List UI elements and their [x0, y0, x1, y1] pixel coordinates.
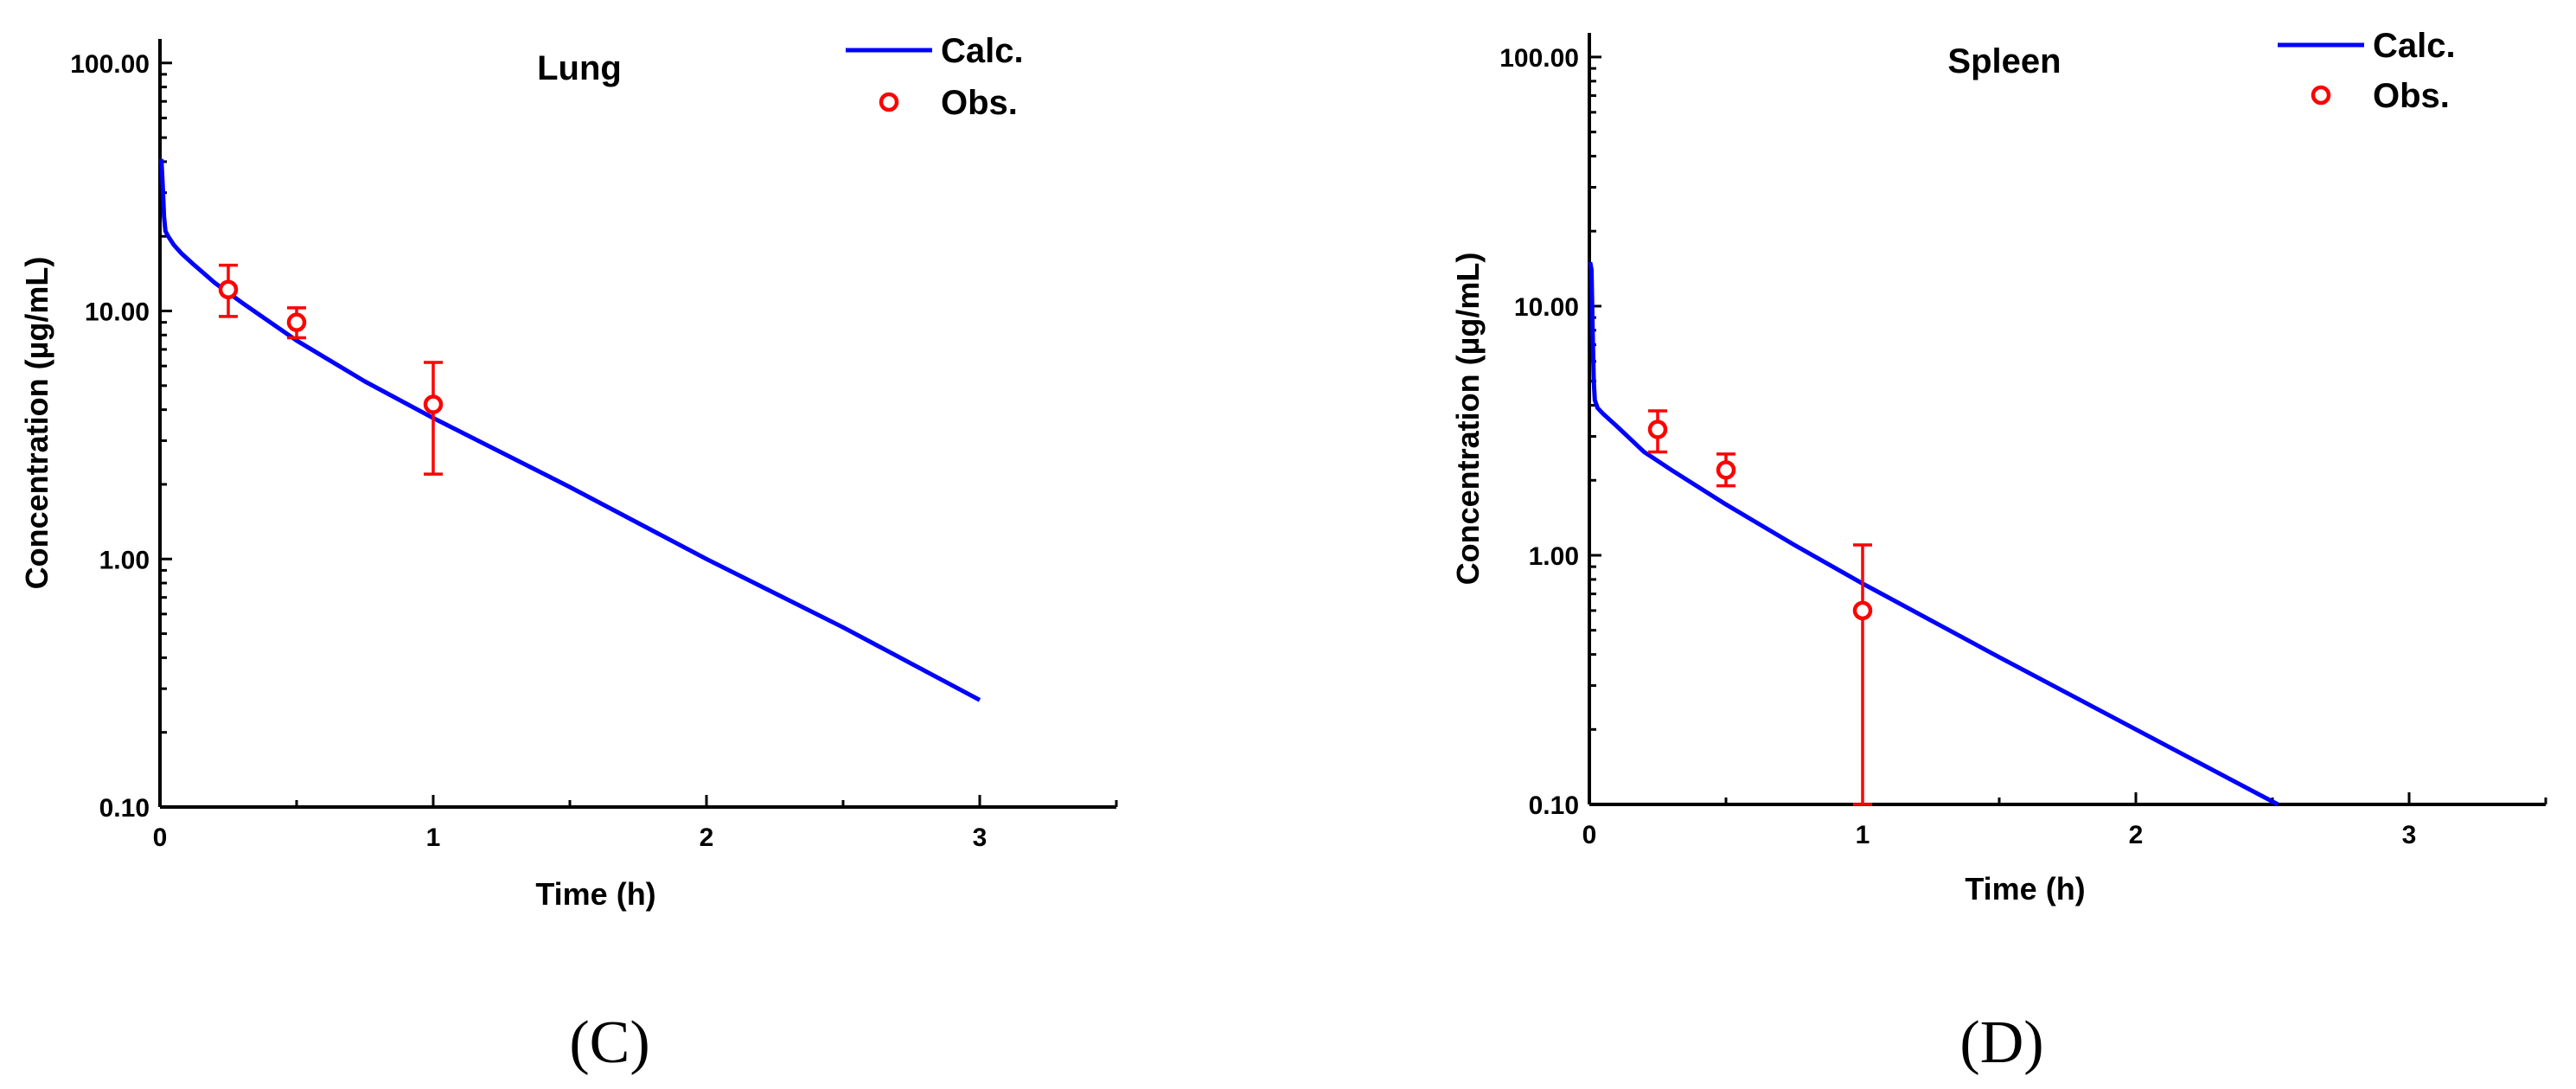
y-tick-label: 0.10: [1529, 791, 1579, 820]
x-tick-label: 2: [700, 823, 714, 852]
x-axis-title: Time (h): [1965, 871, 2085, 906]
series-calc-line: [159, 158, 981, 702]
obs-point: [1852, 600, 1873, 621]
y-tick-label: 10.00: [85, 298, 150, 327]
legend-obs-swatch: [879, 92, 899, 112]
chart-title: Lung: [537, 49, 622, 87]
panel-label: (C): [569, 1009, 649, 1076]
y-tick-label: 1.00: [1529, 542, 1579, 571]
obs-point: [218, 279, 239, 300]
y-axis-title: Concentration (µg/mL): [1450, 253, 1486, 586]
x-tick-label: 0: [153, 823, 168, 852]
chart-panel-spleen: 0 1 2 3 0.10 1.00 10.00 100.00 Time (h) Concentra…: [1450, 27, 2547, 1076]
legend-obs-label: Obs.: [2373, 77, 2450, 115]
legend-obs-label: Obs.: [941, 84, 1018, 122]
y-tick-label: 10.00: [1514, 293, 1579, 322]
obs-point: [1647, 420, 1668, 439]
legend-calc-label: Calc.: [2373, 27, 2456, 65]
x-tick-label: 3: [2402, 821, 2417, 849]
legend-obs-swatch: [2311, 85, 2331, 106]
x-tick-label: 2: [2129, 821, 2144, 849]
obs-point: [423, 394, 444, 414]
x-axis-title: Time (h): [535, 876, 655, 912]
legend-calc-label: Calc.: [941, 32, 1024, 70]
y-tick-label: 1.00: [99, 546, 150, 574]
series-calc-line: [1588, 261, 2279, 807]
chart-panel-lung: 0 1 2 3 0.10 1.00 10.00 100.00 Time (h) Concentra…: [19, 32, 1118, 1076]
y-tick-label: 0.10: [99, 794, 150, 823]
x-tick-label: 1: [426, 823, 441, 852]
x-tick-label: 1: [1856, 821, 1870, 849]
chart-title: Spleen: [1947, 42, 2061, 80]
y-tick-label: 100.00: [70, 50, 150, 79]
x-tick-label: 0: [1582, 821, 1597, 849]
panel-label: (D): [1959, 1009, 2043, 1076]
x-tick-label: 3: [973, 823, 988, 852]
obs-point: [1716, 460, 1736, 480]
y-tick-label: 100.00: [1499, 44, 1579, 73]
obs-point: [286, 312, 307, 332]
y-axis-title: Concentration (µg/mL): [19, 257, 54, 590]
